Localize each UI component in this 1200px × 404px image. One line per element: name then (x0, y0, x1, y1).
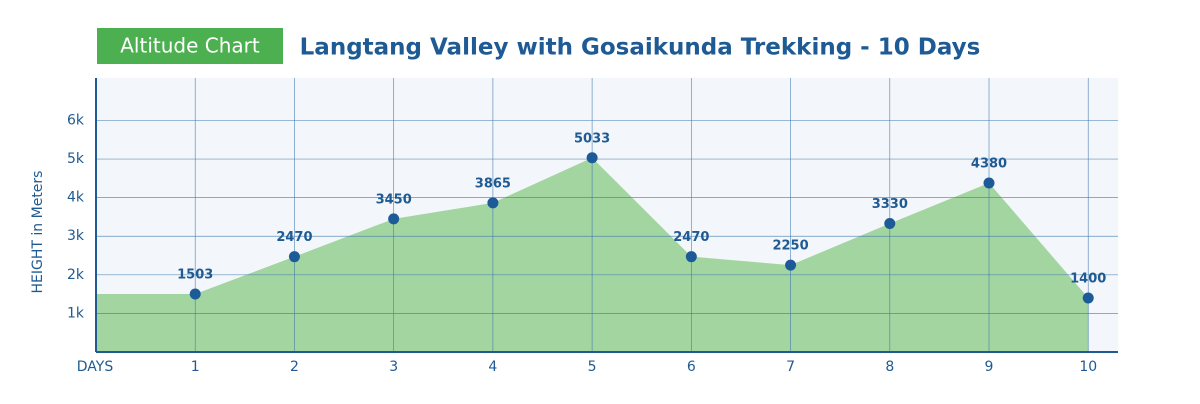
y-axis-label: HEIGHT in Meters (30, 171, 46, 294)
y-tick-label: 5k (67, 151, 85, 167)
chart-title: Langtang Valley with Gosaikunda Trekking… (300, 35, 981, 61)
data-label: 2470 (276, 230, 312, 245)
marker (884, 217, 896, 229)
data-label: 1503 (177, 267, 213, 282)
badge: Altitude Chart (120, 34, 260, 58)
marker (487, 197, 499, 209)
x-tick-label: 10 (1079, 359, 1097, 375)
marker (586, 152, 598, 164)
data-label: 2250 (772, 239, 808, 254)
y-tick-label: 2k (67, 267, 85, 283)
x-axis-label: DAYS (77, 359, 114, 375)
marker (983, 177, 995, 189)
data-label: 3330 (872, 197, 908, 212)
data-label: 3450 (376, 192, 412, 207)
x-tick-label: 6 (687, 359, 696, 375)
data-label: 1400 (1070, 271, 1106, 286)
y-tick-label: 6k (67, 112, 85, 128)
badge-bg (97, 28, 283, 64)
x-tick-label: 3 (389, 359, 398, 375)
y-tick-label: 1k (67, 305, 85, 321)
marker (189, 288, 201, 300)
data-label: 3865 (475, 176, 511, 191)
data-label: 2470 (673, 230, 709, 245)
marker (785, 259, 797, 271)
x-tick-label: 9 (985, 359, 994, 375)
marker (388, 213, 400, 225)
y-tick-label: 4k (67, 190, 85, 206)
marker (685, 251, 697, 263)
marker (288, 251, 300, 263)
data-label: 4380 (971, 156, 1007, 171)
x-tick-label: 8 (885, 359, 894, 375)
marker (1082, 292, 1094, 304)
x-tick-label: 4 (488, 359, 497, 375)
x-tick-label: 7 (786, 359, 795, 375)
x-tick-label: 2 (290, 359, 299, 375)
x-tick-label: 5 (588, 359, 597, 375)
data-label: 5033 (574, 131, 610, 146)
x-tick-label: 1 (191, 359, 200, 375)
y-tick-label: 3k (67, 228, 85, 244)
